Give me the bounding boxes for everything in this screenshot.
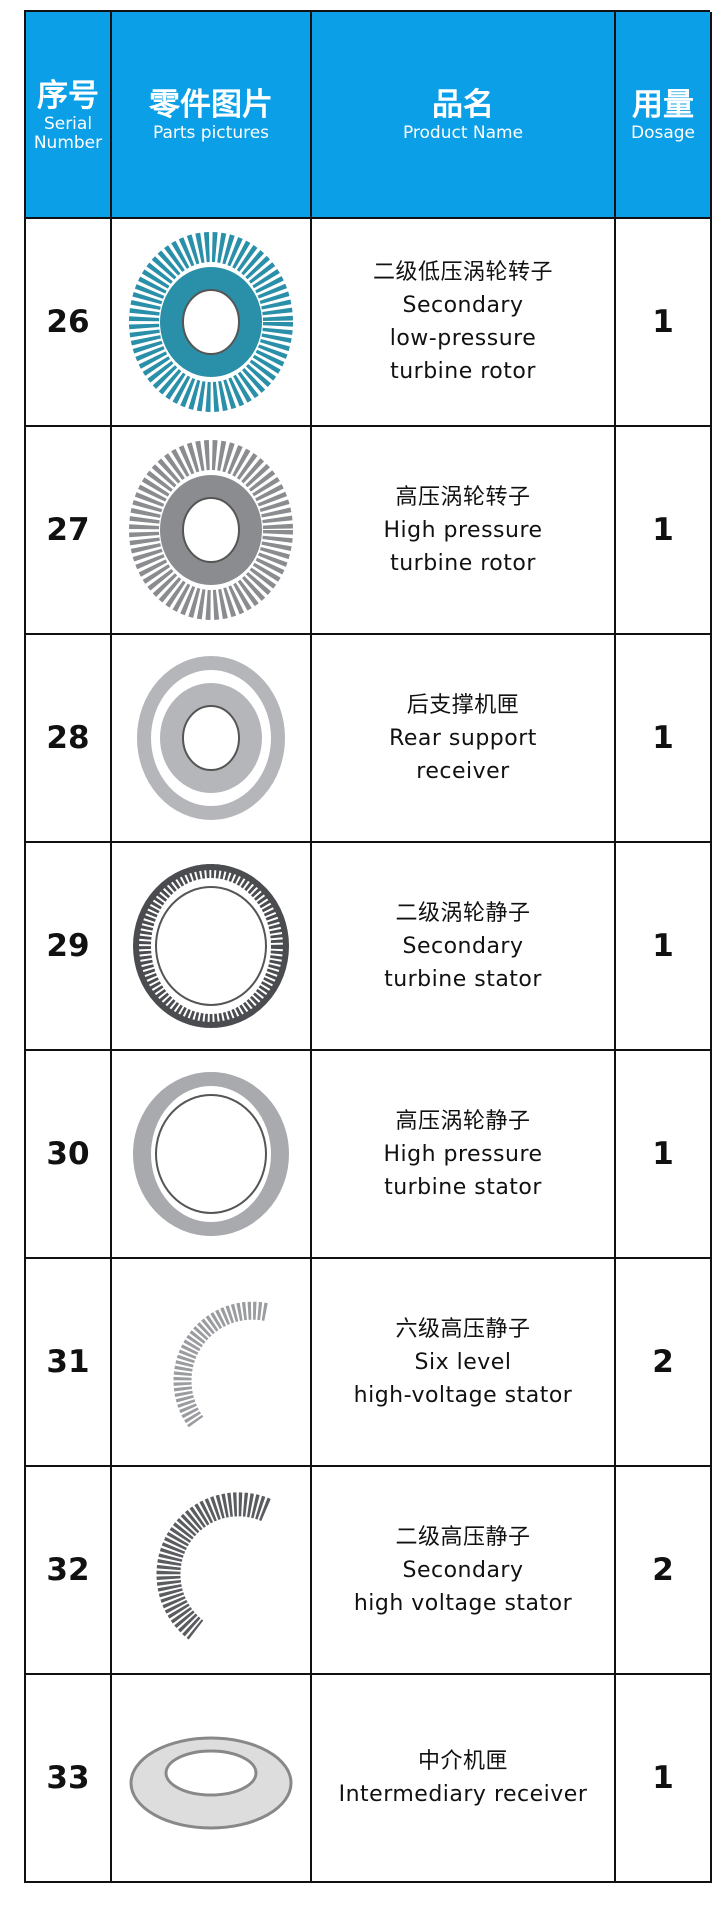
name-line: low-pressure <box>389 326 537 351</box>
name-line: Secondary <box>402 1557 524 1583</box>
name-cell: 六级高压静子 Six level high-voltage stator <box>312 1259 616 1467</box>
name-line: high voltage stator <box>353 1590 573 1616</box>
dosage-cell: 1 <box>616 843 712 1051</box>
dosage-cell: 1 <box>616 1675 712 1883</box>
parts-table: 序号 Serial Number 零件图片 Parts pictures 品名 Produ… <box>24 10 712 1883</box>
header-en: Dosage <box>630 123 695 143</box>
part-image <box>173 1301 268 1428</box>
dosage-cell: 2 <box>616 1467 712 1675</box>
part-image <box>133 864 289 1028</box>
name-line: Rear support <box>389 725 537 751</box>
part-image <box>129 232 293 412</box>
name-line: Intermediary receiver <box>338 1782 588 1807</box>
dosage-cell: 1 <box>616 1051 712 1259</box>
header-cn: 用量 <box>632 87 694 123</box>
name-line: high-voltage stator <box>353 1382 573 1408</box>
name-cell: 二级高压静子 Secondary high voltage stator <box>312 1467 616 1675</box>
image-cell <box>112 1051 312 1259</box>
part-image <box>133 1072 289 1236</box>
header-en: Parts pictures <box>152 123 270 143</box>
dosage-cell: 2 <box>616 1259 712 1467</box>
image-cell <box>112 219 312 427</box>
serial-cell: 27 <box>26 427 112 635</box>
name-line: 后支撑机匣 <box>406 692 520 718</box>
name-line: Secondary <box>402 933 524 959</box>
serial-cell: 29 <box>26 843 112 1051</box>
header-cell: 用量 Dosage <box>616 12 712 219</box>
part-image <box>137 656 285 820</box>
header-cell: 品名 Product Name <box>312 12 616 219</box>
image-cell <box>112 843 312 1051</box>
header-cn: 品名 <box>432 87 494 123</box>
name-line: turbine rotor <box>390 550 536 576</box>
header-cn: 序号 <box>37 77 99 114</box>
name-line: Secondary <box>402 293 524 318</box>
name-cell: 二级涡轮静子 Secondary turbine stator <box>312 843 616 1051</box>
name-cell: 后支撑机匣 Rear support receiver <box>312 635 616 843</box>
name-cell: 高压涡轮转子 High pressure turbine rotor <box>312 427 616 635</box>
dosage-cell: 1 <box>616 219 712 427</box>
name-line: 中介机匣 <box>417 1749 508 1774</box>
part-image <box>156 1492 271 1640</box>
serial-cell: 26 <box>26 219 112 427</box>
part-image <box>129 1736 293 1830</box>
name-line: receiver <box>416 758 510 784</box>
serial-cell: 28 <box>26 635 112 843</box>
dosage-cell: 1 <box>616 635 712 843</box>
name-line: Six level <box>414 1349 512 1375</box>
name-line: turbine rotor <box>390 359 536 384</box>
name-line: High pressure <box>383 517 543 543</box>
header-en: Product Name <box>402 123 524 143</box>
header-cell: 零件图片 Parts pictures <box>112 12 312 219</box>
header-en: Serial Number <box>33 113 103 153</box>
image-cell <box>112 1467 312 1675</box>
name-line: 二级低压涡轮转子 <box>372 260 553 285</box>
name-line: 二级高压静子 <box>395 1524 531 1550</box>
name-line: turbine stator <box>384 1174 542 1200</box>
serial-cell: 30 <box>26 1051 112 1259</box>
serial-cell: 31 <box>26 1259 112 1467</box>
part-image <box>129 440 293 620</box>
image-cell <box>112 1675 312 1883</box>
header-cell: 序号 Serial Number <box>26 12 112 219</box>
name-line: High pressure <box>383 1141 543 1167</box>
serial-cell: 33 <box>26 1675 112 1883</box>
name-line: 二级涡轮静子 <box>395 900 531 926</box>
name-cell: 高压涡轮静子 High pressure turbine stator <box>312 1051 616 1259</box>
name-line: 高压涡轮转子 <box>395 484 531 510</box>
image-cell <box>112 1259 312 1467</box>
name-cell: 中介机匣 Intermediary receiver <box>312 1675 616 1883</box>
serial-cell: 32 <box>26 1467 112 1675</box>
image-cell <box>112 427 312 635</box>
header-cn: 零件图片 <box>149 87 273 123</box>
name-line: turbine stator <box>384 966 542 992</box>
name-line: 高压涡轮静子 <box>395 1108 531 1134</box>
image-cell <box>112 635 312 843</box>
name-line: 六级高压静子 <box>395 1316 531 1342</box>
name-cell: 二级低压涡轮转子 Secondary low-pressure turbine rot… <box>312 219 616 427</box>
dosage-cell: 1 <box>616 427 712 635</box>
